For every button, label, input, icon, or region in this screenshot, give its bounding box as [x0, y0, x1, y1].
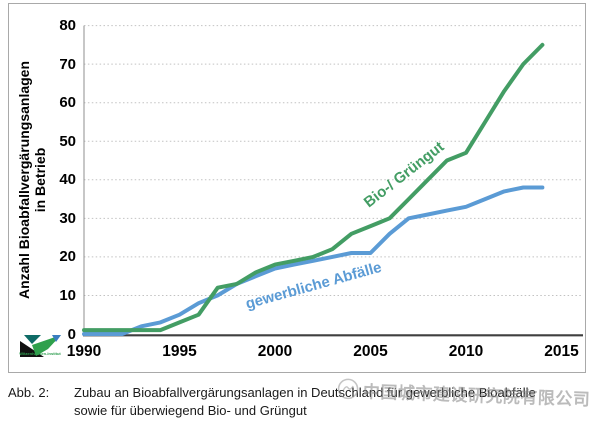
x-tick-label: 2015: [544, 343, 579, 360]
x-tick-label: 2000: [257, 343, 293, 360]
caption-line2: sowie für überwiegend Bio- und Grüngut: [74, 403, 307, 418]
caption-text: Zubau an Bioabfallvergärungsanlagen in D…: [74, 384, 586, 420]
logo-text: Witzenhausen-Institut: [19, 351, 61, 356]
y-tick-label: 30: [59, 209, 76, 227]
x-tick-label: 2005: [353, 343, 388, 360]
caption-line1: Zubau an Bioabfallvergärungsanlagen in D…: [74, 385, 536, 400]
line-chart: [82, 25, 583, 337]
y-tick-label: 70: [59, 55, 76, 73]
y-tick-label: 40: [59, 171, 76, 189]
figure-caption: Abb. 2: Zubau an Bioabfallvergärungsanlag…: [8, 384, 592, 420]
figure-frame: [8, 3, 586, 373]
witzenhausen-institut-logo-icon: [20, 335, 61, 357]
x-tick-label: 2010: [448, 343, 484, 360]
caption-label: Abb. 2:: [8, 385, 50, 400]
y-tick-label: 10: [59, 286, 76, 304]
x-tick-label: 1995: [162, 343, 197, 360]
y-tick-label: 60: [59, 94, 76, 112]
y-tick-label: 80: [59, 17, 76, 35]
y-tick-label: 50: [59, 132, 76, 150]
y-axis-title-line1: Anzahl Bioabfallvergärungsanlagen: [16, 60, 32, 300]
y-tick-label: 20: [59, 248, 76, 266]
y-tick-label: 0: [67, 325, 76, 343]
x-tick-label: 1990: [66, 343, 102, 360]
